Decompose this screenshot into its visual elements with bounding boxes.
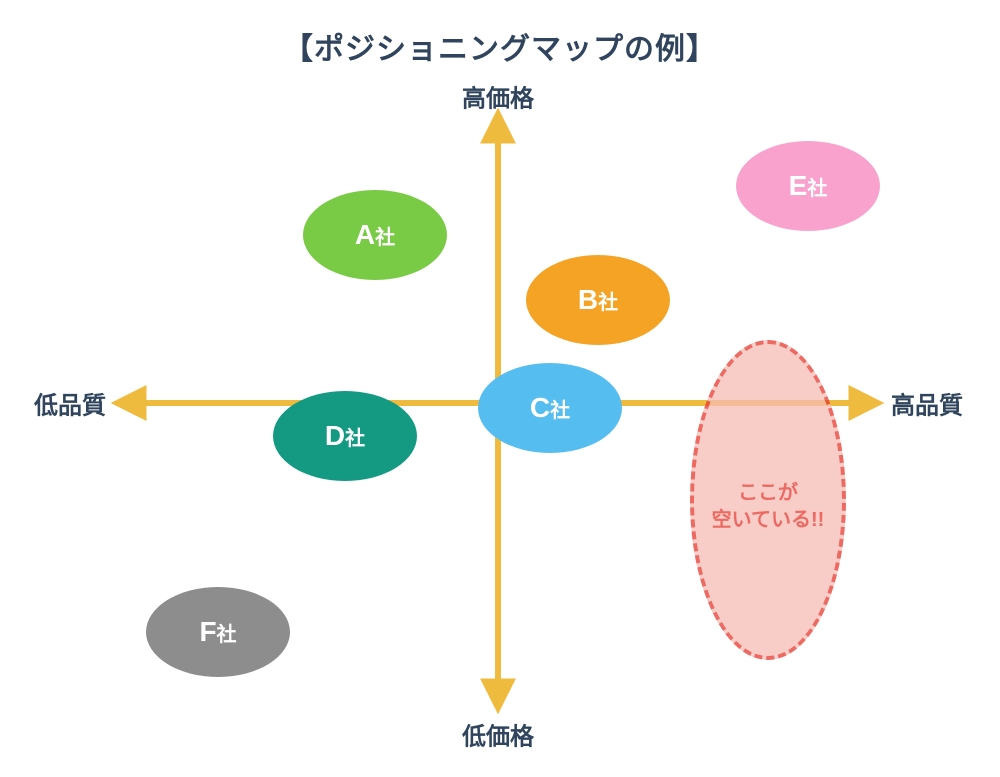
positioning-map-canvas: 【ポジショニングマップの例】 高価格 低価格 低品質 高品質 ここが 空いている…	[0, 0, 1000, 777]
bubble-c-main: C	[530, 392, 550, 424]
bubble-f-main: F	[199, 616, 216, 648]
bubble-a: A社	[303, 190, 447, 280]
axis-label-bottom: 低価格	[462, 717, 534, 752]
bubble-c: C社	[478, 363, 622, 453]
gap-zone-line1: ここが	[738, 480, 798, 507]
bubble-b-suffix: 社	[598, 286, 618, 315]
bubble-a-main: A	[355, 219, 375, 251]
bubble-b: B社	[526, 255, 670, 345]
axis-label-top: 高価格	[462, 79, 534, 114]
bubble-c-suffix: 社	[550, 394, 570, 423]
bubble-b-main: B	[578, 284, 598, 316]
gap-zone: ここが 空いている!!	[690, 340, 846, 660]
bubble-d-main: D	[325, 420, 345, 452]
bubble-d-suffix: 社	[345, 422, 365, 451]
bubble-a-suffix: 社	[375, 221, 395, 250]
bubble-e-main: E	[789, 170, 808, 202]
bubble-f: F社	[146, 587, 290, 677]
axis-label-right: 高品質	[891, 386, 963, 421]
gap-zone-line2: 空いている!!	[712, 507, 825, 534]
axis-label-left: 低品質	[34, 386, 106, 421]
bubble-d: D社	[273, 391, 417, 481]
bubble-f-suffix: 社	[217, 618, 237, 647]
bubble-e: E社	[736, 141, 880, 231]
bubble-e-suffix: 社	[807, 172, 827, 201]
